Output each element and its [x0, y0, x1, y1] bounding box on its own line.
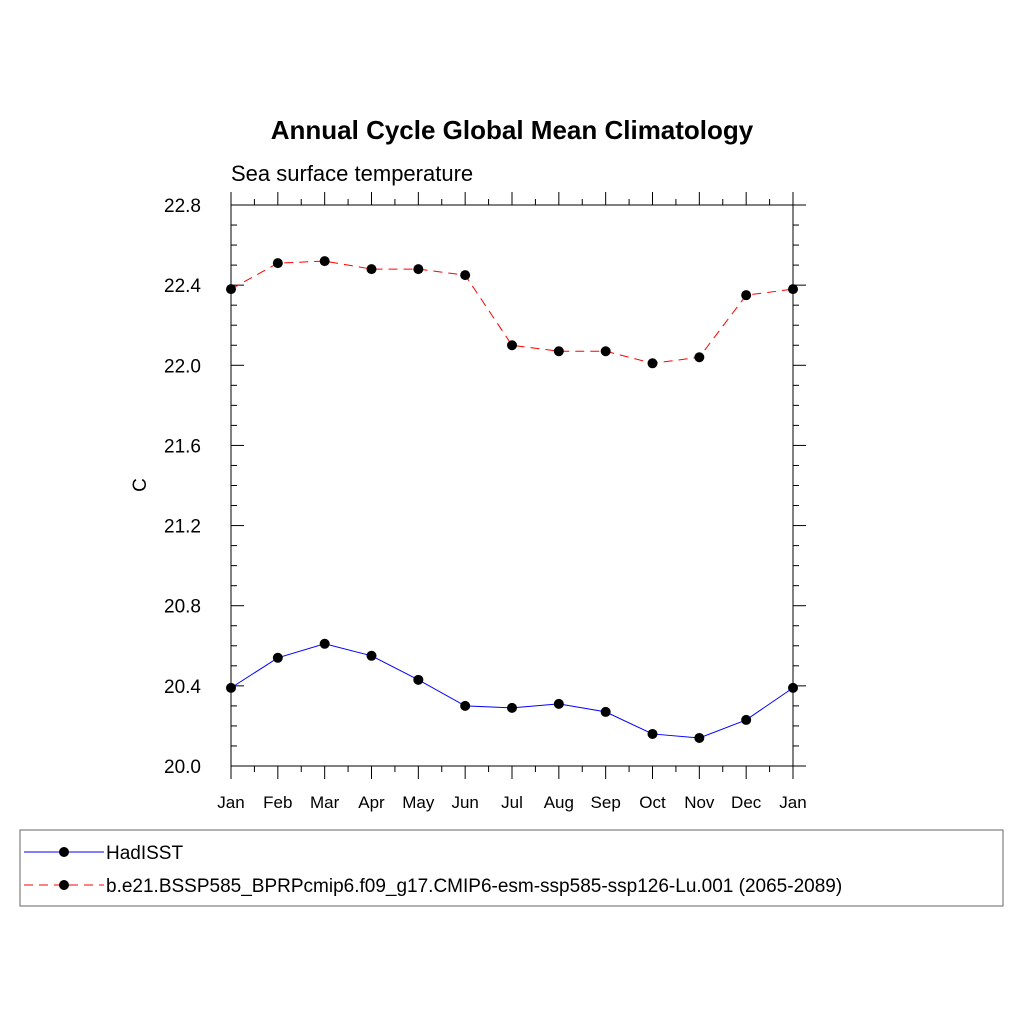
x-tick-label: May [402, 793, 435, 812]
y-tick-label: 20.4 [164, 677, 201, 698]
series-2-point [553, 346, 564, 357]
series-1-point [366, 650, 377, 661]
series-1-point [600, 706, 611, 717]
y-axis-label: C [130, 478, 151, 492]
series-2-point [741, 290, 752, 301]
x-tick-label: Nov [684, 793, 715, 812]
series-2-point [694, 352, 705, 363]
series-2-point [366, 264, 377, 275]
x-tick-label: Aug [544, 793, 574, 812]
y-tick-label: 20.8 [164, 597, 201, 618]
series-1-point [460, 700, 471, 711]
x-tick-label: Jun [451, 793, 478, 812]
series-1-point [272, 652, 283, 663]
legend-box [19, 829, 1004, 907]
series-2-point [272, 258, 283, 269]
series-2-point [647, 358, 658, 369]
series-1-point [741, 714, 752, 725]
legend-marker-2 [59, 880, 69, 890]
series-line-1 [230, 643, 794, 739]
series-2-point [507, 340, 517, 351]
series-1-point [226, 682, 236, 693]
chart-title: Annual Cycle Global Mean Climatology [271, 115, 754, 145]
y-tick-label: 21.2 [164, 517, 201, 538]
series-1-point [553, 698, 564, 709]
series-1-point [647, 728, 658, 739]
series-1-point [507, 702, 517, 713]
series-2-point [226, 284, 236, 295]
legend-label-1: HadISST [106, 843, 183, 864]
chart-subtitle: Sea surface temperature [231, 161, 473, 186]
y-tick-label: 22.8 [164, 196, 201, 217]
series-2-point [319, 256, 330, 267]
x-tick-label: Jul [501, 793, 523, 812]
series-1-point [788, 682, 798, 693]
x-tick-label: Mar [310, 793, 340, 812]
x-tick-label: Jan [217, 793, 244, 812]
series-2-point [460, 270, 471, 281]
series-2-point [788, 284, 798, 295]
x-tick-label: Jan [779, 793, 806, 812]
x-tick-label: Sep [591, 793, 621, 812]
series-1-point [319, 638, 330, 649]
y-tick-label: 22.4 [164, 276, 201, 297]
series-2-point [413, 264, 424, 275]
y-tick-label: 22.0 [164, 356, 201, 377]
y-tick-label: 20.0 [164, 757, 201, 778]
x-tick-label: Apr [358, 793, 385, 812]
x-tick-label: Dec [731, 793, 762, 812]
series-2-point [600, 346, 611, 357]
legend-marker-1 [59, 847, 69, 857]
legend-label-2: b.e21.BSSP585_BPRPcmip6.f09_g17.CMIP6-es… [106, 876, 842, 897]
y-tick-label: 21.6 [164, 436, 201, 457]
series-1-point [413, 674, 424, 685]
x-tick-label: Feb [263, 793, 292, 812]
x-tick-label: Oct [639, 793, 666, 812]
plot-frame [230, 204, 794, 767]
series-1-point [694, 732, 705, 743]
